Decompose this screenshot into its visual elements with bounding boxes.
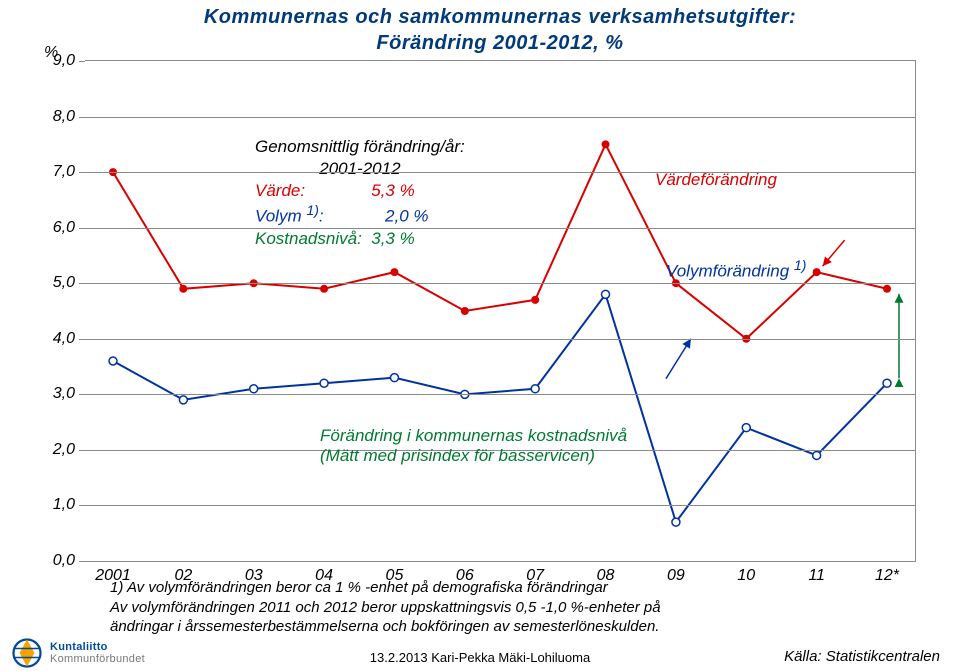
footnote: 1) Av volymförändringen beror ca 1 % -en… [110, 578, 661, 637]
ytick-label: 7,0 [53, 163, 75, 181]
gridline [85, 339, 915, 340]
ytick-label: 5,0 [53, 274, 75, 292]
ytick-label: 4,0 [53, 330, 75, 348]
logo-sv: Kommunförbundet [50, 653, 145, 665]
gridline [85, 117, 915, 118]
info-period: 2001-2012 [255, 158, 465, 180]
gridline [85, 505, 915, 506]
xtick-label: 11 [808, 567, 825, 585]
kuntaliitto-icon [12, 638, 42, 668]
info-header: Genomsnittlig förändring/år: [255, 136, 465, 158]
annotation-cost-level: Förändring i kommunernas kostnadsnivå(Mä… [320, 426, 627, 466]
info-box: Genomsnittlig förändring/år: 2001-2012 V… [255, 136, 465, 250]
ytick-label: 6,0 [53, 219, 75, 237]
gridline [85, 394, 915, 395]
ytick-label: 8,0 [53, 108, 75, 126]
annotation-volume-change: Volymförändring 1) [666, 258, 806, 282]
page-title: Kommunernas och samkommunernas verksamhe… [60, 4, 940, 56]
footer-right: Källa: Statistikcentralen [784, 648, 940, 665]
logo: Kuntaliitto Kommunförbundet [12, 638, 145, 668]
footer-center: 13.2.2013 Kari-Pekka Mäki-Lohiluoma [370, 650, 590, 665]
logo-fi: Kuntaliitto [50, 641, 145, 653]
xtick-label: 10 [737, 567, 755, 585]
ytick-label: 3,0 [53, 385, 75, 403]
chart-area: Genomsnittlig förändring/år: 2001-2012 V… [85, 60, 916, 562]
logo-text: Kuntaliitto Kommunförbundet [50, 641, 145, 665]
ytick-label: 0,0 [53, 552, 75, 570]
gridline [85, 283, 915, 284]
gridline [85, 172, 915, 173]
ytick-label: 9,0 [53, 52, 75, 70]
ytick-label: 2,0 [53, 441, 75, 459]
xtick-label: 12* [875, 567, 899, 585]
xtick-label: 09 [667, 567, 685, 585]
info-row-volume: Volym 1): 2,0 % [255, 202, 465, 228]
info-row-cost: Kostnadsnivå: 3,3 % [255, 228, 465, 250]
ytick-label: 1,0 [53, 496, 75, 514]
annotation-value-change: Värdeförändring [655, 170, 777, 190]
info-row-value: Värde: 5,3 % [255, 180, 465, 202]
gridline [85, 228, 915, 229]
chart-svg [85, 61, 915, 561]
